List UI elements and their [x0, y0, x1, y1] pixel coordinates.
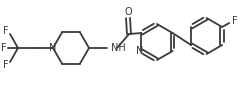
Text: F: F	[3, 26, 9, 36]
Text: N: N	[49, 43, 57, 53]
Text: F: F	[232, 16, 238, 26]
Text: NH: NH	[111, 43, 126, 53]
Text: F: F	[3, 60, 9, 70]
Text: N: N	[136, 46, 143, 56]
Text: F: F	[1, 43, 7, 53]
Text: O: O	[124, 7, 132, 17]
